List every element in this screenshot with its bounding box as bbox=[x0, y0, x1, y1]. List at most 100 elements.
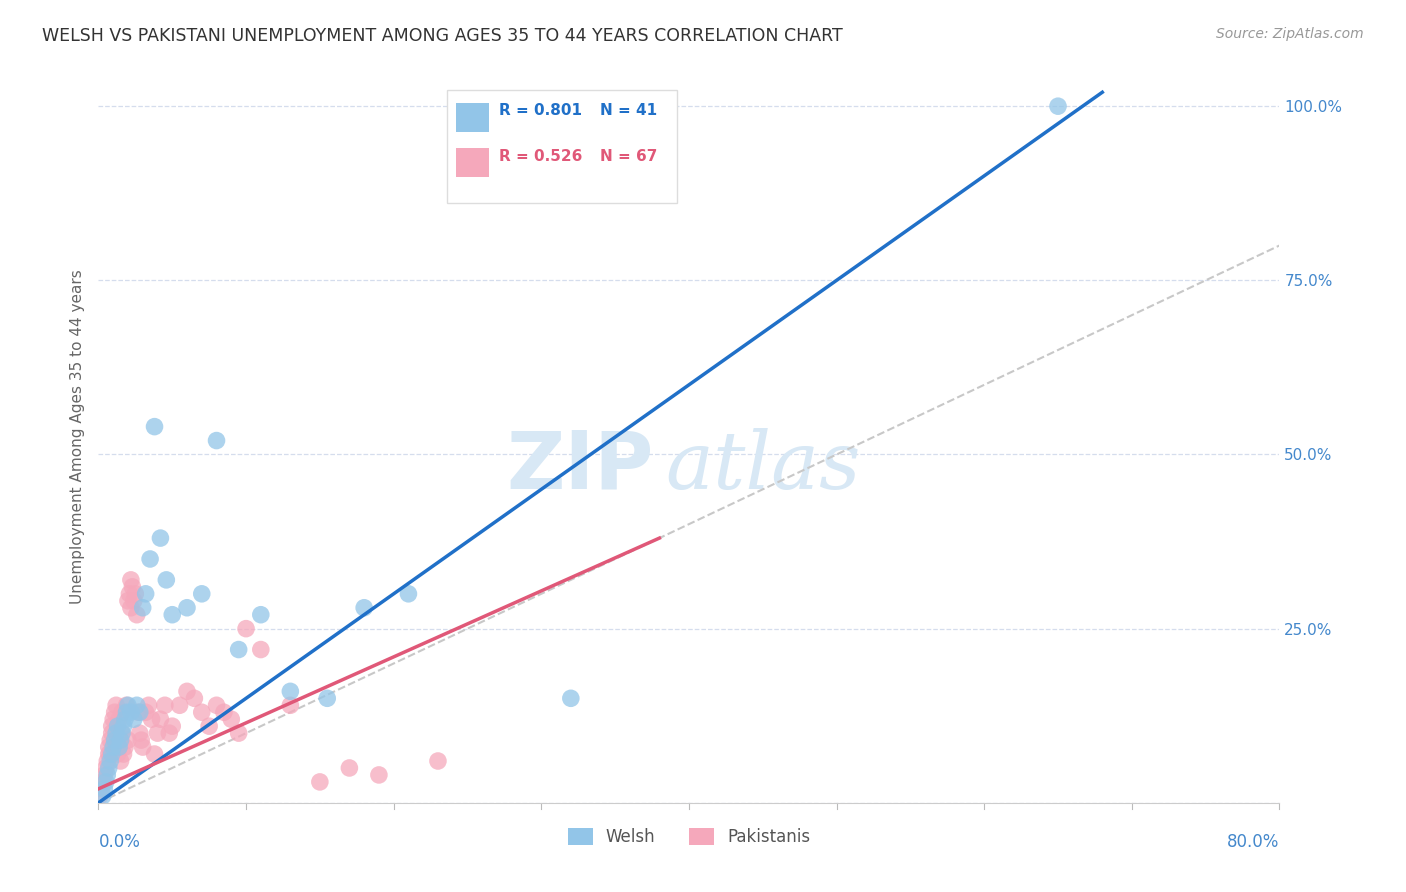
Point bbox=[129, 733, 152, 747]
Point bbox=[105, 698, 128, 713]
Point bbox=[96, 754, 118, 768]
Text: WELSH VS PAKISTANI UNEMPLOYMENT AMONG AGES 35 TO 44 YEARS CORRELATION CHART: WELSH VS PAKISTANI UNEMPLOYMENT AMONG AG… bbox=[42, 27, 844, 45]
Point bbox=[100, 726, 122, 740]
Point bbox=[250, 642, 273, 657]
Point bbox=[89, 789, 111, 803]
Point bbox=[100, 747, 122, 761]
Point bbox=[117, 733, 139, 747]
Point bbox=[183, 691, 205, 706]
Point bbox=[162, 719, 183, 733]
Point bbox=[97, 761, 120, 775]
FancyBboxPatch shape bbox=[457, 103, 489, 132]
Point bbox=[107, 747, 129, 761]
Point bbox=[198, 719, 221, 733]
Point bbox=[111, 705, 134, 719]
Point bbox=[110, 733, 132, 747]
Point bbox=[121, 580, 143, 594]
Text: atlas: atlas bbox=[665, 427, 860, 505]
Point bbox=[94, 775, 117, 789]
Point bbox=[94, 761, 117, 775]
Point bbox=[143, 747, 166, 761]
Point bbox=[103, 712, 125, 726]
Point bbox=[125, 607, 148, 622]
Point bbox=[98, 733, 121, 747]
Point bbox=[368, 768, 391, 782]
Point bbox=[191, 705, 214, 719]
Point bbox=[112, 719, 135, 733]
Text: R = 0.801: R = 0.801 bbox=[499, 103, 582, 119]
Point bbox=[120, 600, 142, 615]
Point bbox=[250, 607, 273, 622]
Point bbox=[127, 705, 149, 719]
Point bbox=[155, 573, 177, 587]
Point bbox=[228, 726, 250, 740]
Point bbox=[98, 747, 121, 761]
Point bbox=[93, 781, 115, 796]
Point bbox=[115, 698, 138, 713]
Point bbox=[115, 705, 138, 719]
Point bbox=[104, 705, 127, 719]
Point bbox=[157, 726, 180, 740]
Point bbox=[427, 754, 450, 768]
Point bbox=[117, 698, 139, 713]
Point bbox=[111, 726, 134, 740]
Point bbox=[132, 600, 155, 615]
Text: N = 67: N = 67 bbox=[600, 149, 658, 163]
Text: Source: ZipAtlas.com: Source: ZipAtlas.com bbox=[1216, 27, 1364, 41]
Point bbox=[280, 684, 302, 698]
FancyBboxPatch shape bbox=[457, 148, 489, 178]
Point bbox=[221, 712, 243, 726]
Point bbox=[138, 698, 160, 713]
Point bbox=[124, 587, 146, 601]
Point bbox=[122, 712, 145, 726]
Point bbox=[169, 698, 191, 713]
Point bbox=[1046, 99, 1070, 113]
Point bbox=[103, 740, 125, 755]
Point bbox=[100, 719, 122, 733]
Point bbox=[309, 775, 332, 789]
FancyBboxPatch shape bbox=[447, 90, 678, 203]
Point bbox=[98, 754, 121, 768]
Point bbox=[398, 587, 420, 601]
Point bbox=[112, 747, 135, 761]
Point bbox=[93, 768, 115, 782]
Point bbox=[135, 705, 157, 719]
Point bbox=[105, 726, 128, 740]
Point bbox=[339, 761, 361, 775]
Point bbox=[191, 587, 214, 601]
Point bbox=[235, 622, 257, 636]
Point bbox=[143, 419, 166, 434]
Point bbox=[212, 705, 235, 719]
Point bbox=[90, 781, 112, 796]
Point bbox=[117, 594, 139, 608]
Point bbox=[107, 719, 129, 733]
Text: 0.0%: 0.0% bbox=[98, 833, 141, 851]
Point bbox=[128, 726, 150, 740]
Text: ZIP: ZIP bbox=[506, 427, 654, 506]
Point bbox=[128, 705, 150, 719]
Point bbox=[146, 726, 169, 740]
Point bbox=[91, 775, 114, 789]
Point bbox=[139, 552, 162, 566]
Point bbox=[141, 712, 163, 726]
Point bbox=[560, 691, 582, 706]
Point bbox=[353, 600, 375, 615]
Point bbox=[118, 587, 141, 601]
Point bbox=[176, 684, 198, 698]
Point bbox=[120, 573, 142, 587]
Point bbox=[120, 705, 142, 719]
Point bbox=[91, 789, 114, 803]
Point bbox=[97, 740, 120, 755]
Point bbox=[316, 691, 339, 706]
Point bbox=[110, 733, 132, 747]
Text: N = 41: N = 41 bbox=[600, 103, 658, 119]
Point bbox=[108, 740, 131, 755]
Point bbox=[111, 726, 134, 740]
Point bbox=[103, 740, 125, 755]
Point bbox=[107, 719, 129, 733]
Point bbox=[205, 434, 228, 448]
Point bbox=[228, 642, 250, 657]
Point bbox=[104, 733, 127, 747]
Legend: Welsh, Pakistanis: Welsh, Pakistanis bbox=[561, 822, 817, 853]
Point bbox=[176, 600, 198, 615]
